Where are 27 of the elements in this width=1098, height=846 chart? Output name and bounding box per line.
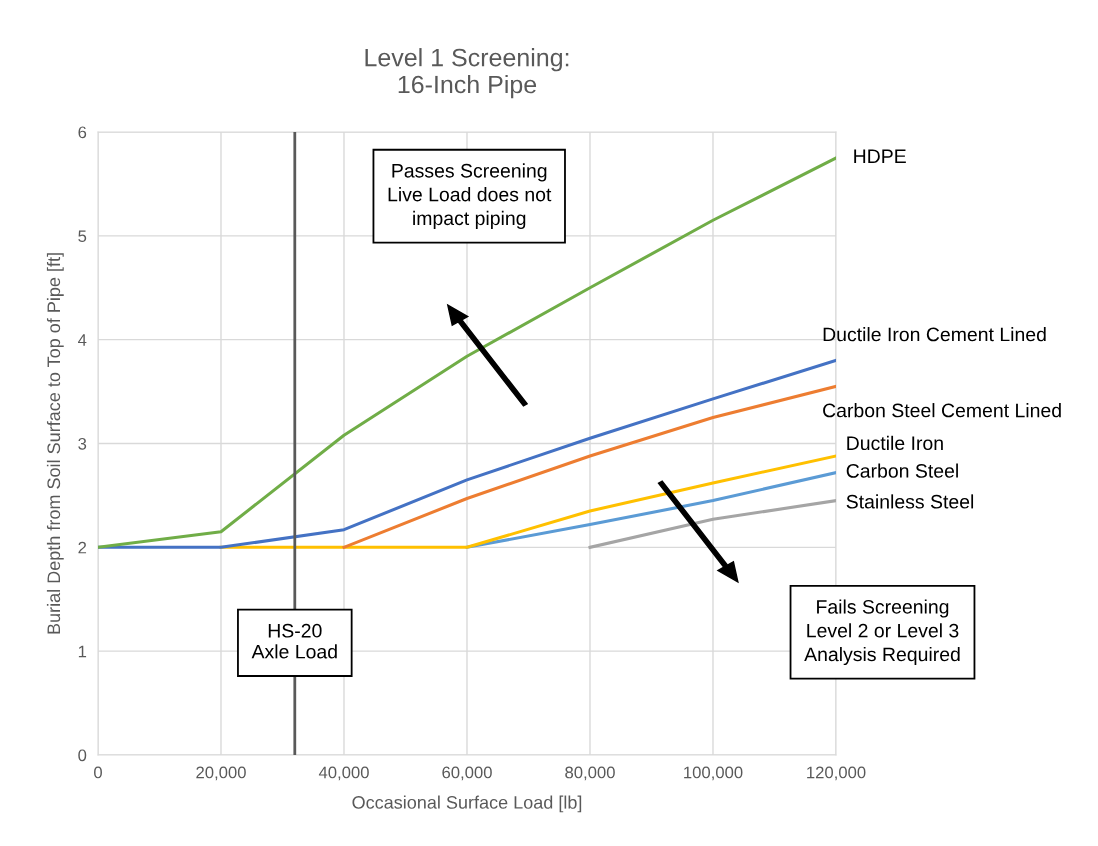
series-label: Ductile Iron Cement Lined <box>823 327 1046 342</box>
series-label: Carbon Steel <box>846 463 958 478</box>
chart-title: Level 1 Screening: 16-Inch Pipe <box>365 48 569 99</box>
y-axis-title: Burial Depth from Soil Surface to Top of Pipe [ft] <box>46 253 64 634</box>
x-tick-label: 100,000 <box>684 766 743 781</box>
series-label: Carbon Steel Cement Lined <box>823 403 1061 418</box>
y-tick-label: 5 <box>78 230 87 243</box>
annotation: Fails Screening Level 2 or Level 3 Analysis Required <box>804 599 960 666</box>
series-label: HDPE <box>854 149 906 163</box>
y-tick-label: 0 <box>78 749 87 762</box>
x-tick-label: 80,000 <box>565 766 615 781</box>
line-series <box>465 471 836 549</box>
x-tick-label: 60,000 <box>442 766 492 781</box>
series-label: Stainless Steel <box>846 494 974 509</box>
x-axis-title: Occasional Surface Load [lb] <box>352 795 582 813</box>
series-label: Ductile Iron <box>847 435 943 451</box>
annotation: Passes Screening Live Load does not impact piping <box>388 163 552 229</box>
y-tick-label: 2 <box>78 541 87 554</box>
x-tick-label: 40,000 <box>318 766 369 781</box>
ref-line-label: HS-20 Axle Load <box>251 623 337 659</box>
y-tick-label: 1 <box>78 645 87 658</box>
y-tick-label: 6 <box>78 126 87 139</box>
x-tick-label: 0 <box>94 766 102 779</box>
x-tick-label: 120,000 <box>807 766 866 781</box>
y-tick-label: 4 <box>78 334 87 346</box>
x-tick-label: 20,000 <box>196 766 246 781</box>
y-tick-label: 3 <box>78 437 87 450</box>
